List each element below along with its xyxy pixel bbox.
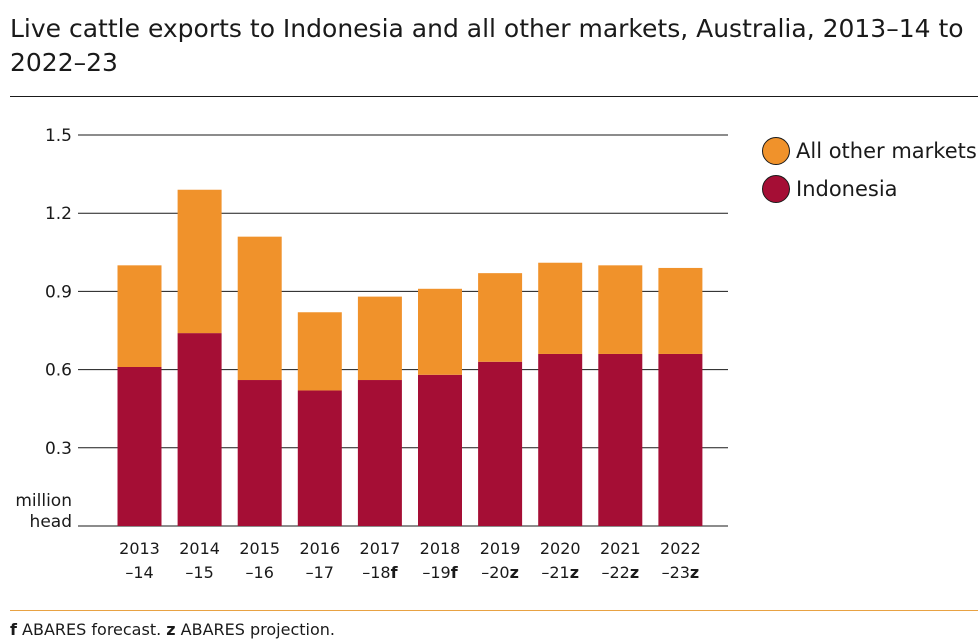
y-axis-label-line2: head: [30, 512, 72, 532]
x-tick-period: –18: [362, 563, 390, 582]
bar-segment: [478, 361, 523, 526]
x-tick-label-line2: –20z: [481, 563, 519, 582]
x-tick-period: –19: [422, 563, 450, 582]
bar-segment: [478, 273, 523, 362]
x-tick-label: 2018: [420, 539, 461, 558]
x-tick-label-line2: –15: [185, 563, 213, 582]
x-tick-period: –22: [601, 563, 629, 582]
legend: All other markets Indonesia: [762, 136, 977, 212]
x-tick-label: 2019: [480, 539, 521, 558]
x-tick-marker: z: [510, 563, 519, 582]
x-tick-label: 2016: [299, 539, 340, 558]
footnote-f-text: ABARES forecast.: [16, 620, 167, 639]
bar-segment: [357, 296, 402, 381]
bar-segment: [418, 374, 462, 526]
y-tick-label: 0.9: [45, 282, 72, 302]
x-tick-period: –20: [481, 563, 509, 582]
bar-segment: [237, 236, 282, 381]
x-tick-label: 2017: [360, 539, 401, 558]
x-tick-label: 2021: [600, 539, 641, 558]
footnote-z-text: ABARES projection.: [175, 620, 335, 639]
x-tick-label-line2: –22z: [601, 563, 639, 582]
footnote-f-marker: f: [10, 620, 17, 639]
bar-segment: [598, 265, 643, 354]
bar-segment: [538, 262, 583, 354]
title-divider: [10, 96, 978, 97]
footnote: f ABARES forecast. z ABARES projection.: [10, 620, 335, 639]
x-tick-period: –15: [185, 563, 213, 582]
bar-segment: [297, 390, 342, 526]
x-tick-period: –23: [662, 563, 690, 582]
legend-label: Indonesia: [796, 177, 898, 201]
legend-label: All other markets: [796, 139, 977, 163]
x-axis-ticks: 2013–142014–152015–162016–172017–18f2018…: [119, 539, 701, 582]
x-tick-label-line2: –16: [246, 563, 274, 582]
y-tick-label: 0.6: [45, 361, 72, 381]
bar-segment: [177, 333, 222, 526]
x-tick-label: 2022: [660, 539, 701, 558]
legend-item-indonesia: Indonesia: [762, 174, 977, 204]
y-tick-label: 1.5: [45, 126, 72, 146]
y-axis-label-line1: million: [15, 491, 72, 511]
footnote-z-marker: z: [166, 620, 176, 639]
y-tick-label: 1.2: [45, 204, 72, 224]
x-tick-marker: f: [451, 563, 459, 582]
bar-segment: [357, 380, 402, 526]
x-tick-marker: f: [391, 563, 399, 582]
bar-segment: [418, 288, 462, 375]
chart-title: Live cattle exports to Indonesia and all…: [10, 14, 964, 77]
bar-segment: [658, 353, 703, 526]
bar-segment: [658, 267, 703, 354]
x-tick-label: 2015: [239, 539, 280, 558]
x-tick-label: 2013: [119, 539, 160, 558]
legend-swatch-all-other-markets: [762, 137, 790, 165]
x-tick-marker: z: [570, 563, 579, 582]
x-tick-label-line2: –23z: [662, 563, 700, 582]
x-tick-period: –17: [306, 563, 334, 582]
x-tick-label: 2014: [179, 539, 220, 558]
x-tick-label: 2020: [540, 539, 581, 558]
x-tick-period: –14: [125, 563, 153, 582]
legend-swatch-indonesia: [762, 175, 790, 203]
x-tick-period: –21: [541, 563, 569, 582]
bar-segment: [598, 353, 643, 526]
legend-item-all-other-markets: All other markets: [762, 136, 977, 166]
x-tick-label-line2: –21z: [541, 563, 579, 582]
bar-segment: [297, 312, 342, 391]
bar-segment: [237, 380, 282, 526]
x-tick-label-line2: –14: [125, 563, 153, 582]
bar-segment: [117, 366, 162, 526]
y-tick-label: 0.3: [45, 439, 72, 459]
footer-divider: [10, 610, 978, 611]
bar-segment: [538, 353, 583, 526]
x-tick-marker: z: [690, 563, 699, 582]
stacked-bar-chart: 0.3 0.6 0.9 1.2 1.5 2013 –14 2014 –15 2015 –16 201…: [15, 126, 728, 582]
bar-segment: [117, 265, 162, 367]
x-tick-label-line2: –18f: [362, 563, 398, 582]
x-tick-label-line2: –17: [306, 563, 334, 582]
bars: [117, 189, 703, 526]
bar-segment: [177, 189, 222, 334]
x-tick-period: –16: [246, 563, 274, 582]
x-tick-label-line2: –19f: [422, 563, 458, 582]
y-axis-ticks: 0.3 0.6 0.9 1.2 1.5: [45, 126, 72, 459]
x-tick-marker: z: [630, 563, 639, 582]
